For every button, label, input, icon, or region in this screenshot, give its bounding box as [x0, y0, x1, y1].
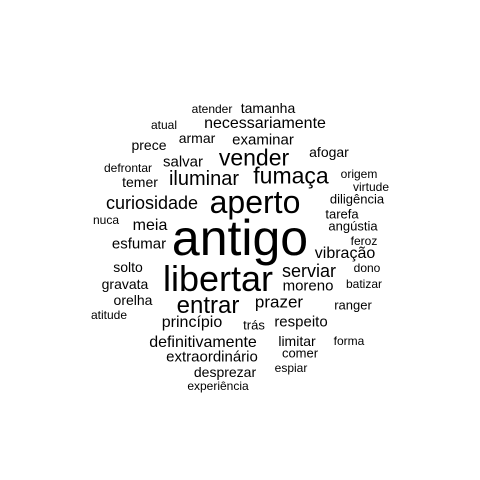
word-gravata: gravata	[101, 276, 149, 292]
word-atual: atual	[150, 118, 178, 132]
word-armar: armar	[178, 130, 216, 146]
word-atender: atender	[191, 102, 233, 116]
word-entrar: entrar	[176, 292, 240, 319]
word-prazer: prazer	[254, 292, 304, 312]
word-prece: prece	[131, 137, 167, 153]
word-solto: solto	[113, 259, 143, 275]
word-temer: temer	[122, 174, 158, 190]
word-ranger: ranger	[334, 297, 372, 313]
word-extraordinario: extraordinário	[166, 348, 258, 366]
word-tamanha: tamanha	[240, 100, 296, 116]
word-feroz: feroz	[350, 234, 378, 248]
word-angustia: angústia	[328, 218, 378, 234]
word-orelha: orelha	[113, 292, 153, 308]
word-nuca: nuca	[92, 213, 120, 227]
word-antigo: antigo	[171, 210, 309, 266]
word-moreno: moreno	[282, 277, 334, 295]
word-salvar: salvar	[162, 153, 204, 171]
word-afogar: afogar	[309, 144, 349, 160]
word-meia: meia	[132, 217, 168, 234]
word-iluminar: iluminar	[168, 168, 240, 190]
word-vender: vender	[218, 144, 290, 171]
word-fumaca: fumaça	[253, 162, 329, 189]
word-virtude: virtude	[352, 180, 390, 194]
word-diligencia: diligência	[329, 191, 385, 207]
word-espiar: espiar	[274, 361, 308, 375]
word-defrontar: defrontar	[103, 161, 153, 175]
word-tras: trás	[243, 317, 265, 333]
word-examinar: examinar	[232, 131, 294, 149]
word-esfumar: esfumar	[111, 235, 167, 253]
word-forma: forma	[333, 334, 365, 348]
word-tarefa: tarefa	[325, 206, 359, 222]
word-definitivamente: definitivamente	[149, 334, 257, 351]
word-respeito: respeito	[274, 313, 328, 331]
word-vibracao: vibração	[314, 245, 376, 262]
word-origem: origem	[340, 167, 378, 181]
word-dono: dono	[353, 261, 381, 275]
word-experiencia: experiência	[187, 379, 249, 393]
word-aperto: aperto	[209, 184, 301, 220]
word-libertar: libertar	[162, 258, 274, 299]
word-principio: princípio	[161, 314, 223, 331]
word-atitude: atitude	[90, 308, 128, 322]
word-comer: comer	[281, 345, 319, 361]
word-batizar: batizar	[345, 277, 383, 291]
word-desprezar: desprezar	[193, 364, 257, 380]
word-necessariamente: necessariamente	[204, 115, 326, 132]
word-curiosidade: curiosidade	[105, 193, 199, 213]
word-serviar: serviar	[281, 261, 337, 281]
word-limitar: limitar	[278, 333, 316, 349]
